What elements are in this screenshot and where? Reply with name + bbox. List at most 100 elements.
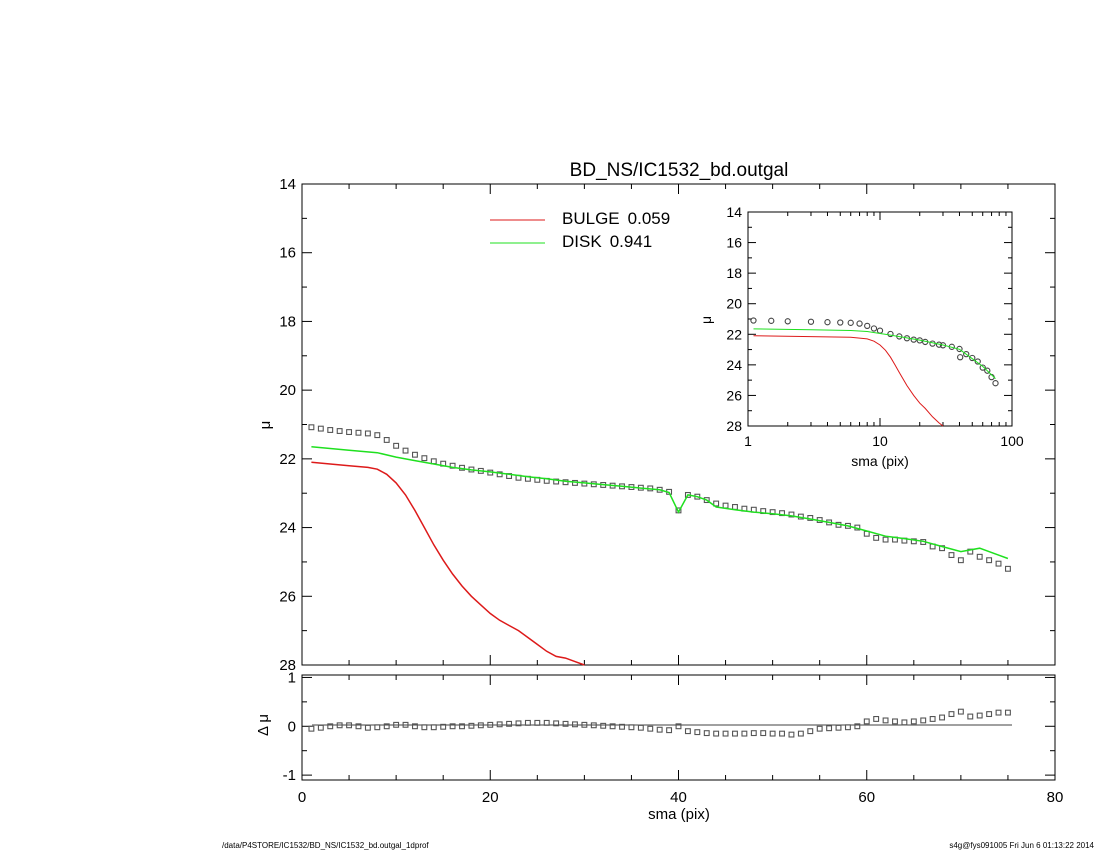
data-point xyxy=(383,437,390,443)
data-point xyxy=(468,722,475,729)
data-point xyxy=(784,318,791,325)
footer-file-path: /data/P4STORE/IC1532/BD_NS/IC1532_bd.out… xyxy=(222,841,429,850)
data-point xyxy=(609,723,616,730)
x-tick-label: 20 xyxy=(482,789,499,806)
data-point xyxy=(402,447,409,454)
inset-y-axis-label: μ xyxy=(698,316,714,324)
data-point xyxy=(703,497,710,504)
data-point xyxy=(876,327,884,334)
y-tick-label: 14 xyxy=(279,176,296,193)
data-point xyxy=(741,730,748,737)
x-axis-label: sma (pix) xyxy=(648,806,710,823)
data-point xyxy=(684,728,691,735)
data-point xyxy=(957,354,964,361)
data-point xyxy=(769,730,776,737)
main-series-layer xyxy=(308,424,1011,666)
x-tick-label: 0 xyxy=(298,789,306,806)
data-point xyxy=(957,557,964,564)
y-tick-label: 20 xyxy=(726,296,742,312)
data-point xyxy=(619,723,625,730)
data-point xyxy=(355,723,362,730)
y-tick-label: 16 xyxy=(279,245,296,262)
y-tick-label: 26 xyxy=(726,387,742,403)
x-tick-label: 60 xyxy=(858,789,875,806)
data-point xyxy=(816,725,823,732)
inset-series-layer xyxy=(750,317,999,427)
data-point xyxy=(892,718,898,725)
data-point xyxy=(534,719,541,726)
data-point xyxy=(920,717,927,724)
data-point xyxy=(870,325,878,332)
data-point xyxy=(543,719,550,726)
data-point xyxy=(364,724,371,731)
data-point xyxy=(826,725,833,732)
main-panel: BD_NS/IC1532_bd.outgal 1416182022242628 … xyxy=(257,160,1056,674)
data-point xyxy=(364,430,371,437)
data-point xyxy=(976,553,983,560)
y-tick-label: 20 xyxy=(279,382,296,399)
data-point xyxy=(788,731,795,738)
series-line-disk xyxy=(311,446,1009,560)
data-point xyxy=(308,424,315,431)
y-tick-label: 0 xyxy=(288,718,296,735)
data-point xyxy=(901,719,908,726)
data-point xyxy=(992,380,999,387)
data-point xyxy=(760,730,767,737)
data-point xyxy=(572,721,578,728)
data-point xyxy=(346,429,353,436)
y-tick-label: 22 xyxy=(279,451,296,468)
data-point xyxy=(506,720,513,727)
data-point xyxy=(847,319,854,326)
data-point xyxy=(600,722,607,729)
data-point xyxy=(995,560,1002,567)
data-point xyxy=(807,728,814,735)
data-point xyxy=(788,511,795,518)
data-point xyxy=(969,354,976,362)
legend-bulge-label: BULGE 0.059 xyxy=(562,209,670,228)
data-point xyxy=(430,724,437,731)
legend: BULGE 0.059 DISK 0.941 xyxy=(490,209,670,251)
main-y-axis-label: μ xyxy=(257,421,274,430)
data-point xyxy=(336,722,343,729)
chart-title: BD_NS/IC1532_bd.outgal xyxy=(570,160,789,181)
data-point xyxy=(844,724,851,731)
data-point xyxy=(393,721,400,728)
y-tick-label: 26 xyxy=(279,588,296,605)
data-point xyxy=(675,723,682,730)
data-point xyxy=(713,500,720,507)
data-point xyxy=(327,723,334,730)
data-point xyxy=(694,729,701,736)
y-tick-label: 28 xyxy=(279,657,296,674)
data-point xyxy=(835,724,842,731)
x-tick-label: 1 xyxy=(744,433,752,449)
data-point xyxy=(722,502,729,509)
data-point xyxy=(393,442,400,449)
x-tick-label: 80 xyxy=(1047,789,1064,806)
data-point xyxy=(317,724,324,731)
y-tick-label: 1 xyxy=(288,669,296,686)
footer-timestamp: s4g@fys091005 Fri Jun 6 01:13:22 2014 xyxy=(949,841,1094,850)
data-point xyxy=(581,721,588,728)
data-point xyxy=(477,722,484,729)
series-line-disk xyxy=(753,328,996,379)
data-point xyxy=(656,726,663,733)
data-point xyxy=(459,723,465,730)
data-point xyxy=(411,451,418,458)
data-point xyxy=(854,723,861,730)
x-tick-label: 40 xyxy=(670,789,687,806)
data-point xyxy=(421,724,428,731)
data-point xyxy=(421,455,428,462)
data-point xyxy=(824,319,831,326)
data-point xyxy=(496,471,503,478)
data-point xyxy=(628,724,635,731)
data-point xyxy=(383,723,390,730)
data-point xyxy=(986,557,993,564)
data-point xyxy=(1004,709,1011,716)
data-point xyxy=(562,720,569,727)
data-point xyxy=(374,724,381,731)
data-point xyxy=(637,724,644,731)
data-point xyxy=(750,730,757,737)
y-tick-label: 18 xyxy=(279,313,296,330)
